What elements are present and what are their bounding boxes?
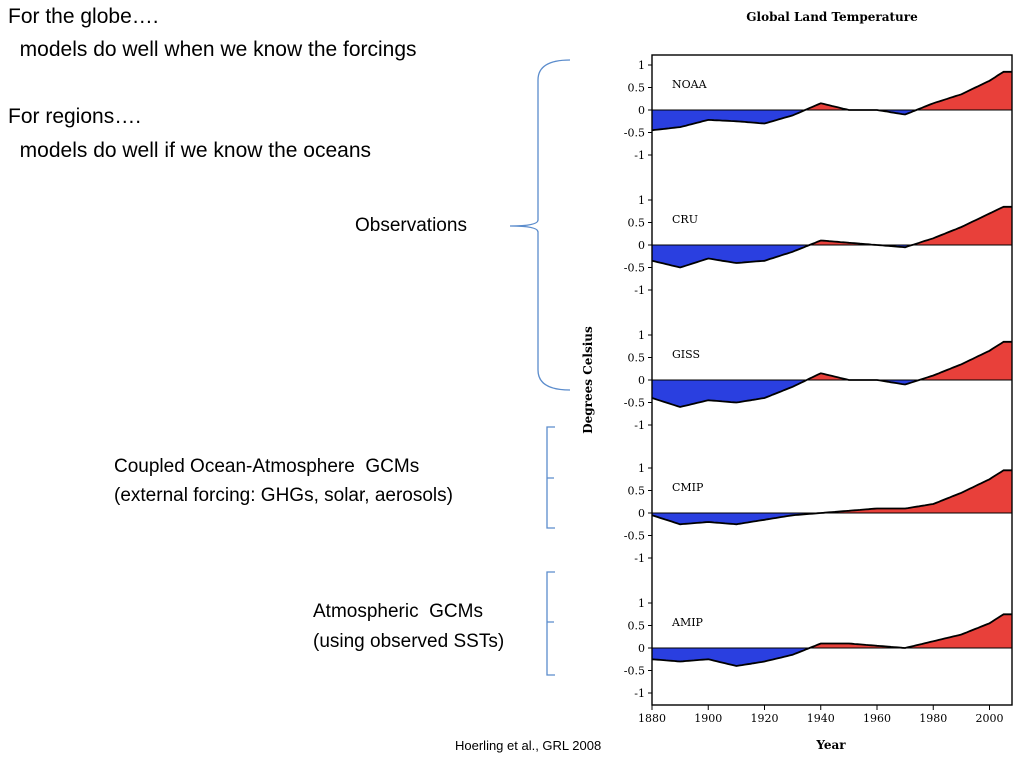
- y-tick-label: 0: [638, 507, 645, 520]
- x-axis: 1880 1900 1920 1940 1960 1980 2000: [638, 705, 1004, 725]
- y-tick-label: 0.5: [628, 620, 646, 633]
- x-tick-label: 2000: [976, 712, 1004, 725]
- y-tick-label: 0: [638, 104, 645, 117]
- panel-label-giss: GISS: [672, 348, 700, 361]
- atmospheric-gcm-sst-label: (using observed SSTs): [313, 631, 505, 652]
- area-positive-giss: [652, 341, 1012, 380]
- panel-cru: 1 0.5 0 -0.5 -1 CRU: [624, 194, 1012, 297]
- panel-label-noaa: NOAA: [672, 78, 708, 91]
- y-tick-label: -0.5: [624, 530, 645, 543]
- coupled-gcm-label: Coupled Ocean-Atmosphere GCMs: [114, 456, 420, 477]
- y-tick-label: -1: [634, 284, 645, 297]
- area-positive-noaa: [652, 71, 1012, 110]
- panel-noaa: 1 0.5 0 -0.5 -1 NOAA: [624, 59, 1012, 162]
- series-line-cmip: [651, 469, 1012, 526]
- intro-line-globe-detail: models do well when we know the forcings: [8, 38, 417, 61]
- y-tick-label: -0.5: [624, 665, 645, 678]
- area-positive-amip: [652, 614, 1012, 648]
- panel-giss: 1 0.5 0 -0.5 -1 GISS: [624, 329, 1012, 432]
- observations-bracket: [509, 59, 571, 391]
- y-tick-label: 0: [638, 239, 645, 252]
- area-negative-cru: [652, 245, 1012, 268]
- coupled-gcm-forcing-label: (external forcing: GHGs, solar, aerosols…: [114, 485, 453, 506]
- intro-line-globe: For the globe….: [8, 5, 159, 28]
- series-line-amip: [651, 613, 1012, 667]
- y-tick-label: 0: [638, 374, 645, 387]
- y-tick-label: 0.5: [628, 82, 646, 95]
- y-tick-label: -0.5: [624, 127, 645, 140]
- area-positive-cmip: [652, 470, 1012, 513]
- series-line-cru: [651, 205, 1012, 269]
- x-tick-label: 1920: [751, 712, 779, 725]
- atmospheric-gcm-label: Atmospheric GCMs: [313, 601, 483, 622]
- y-tick-label: 0.5: [628, 217, 646, 230]
- panels-group: 1 0.5 0 -0.5 -1 NOAA 1 0.5 0 -0.5 -1 CRU 1 0.5 0 -0.5 -1…: [624, 54, 1013, 706]
- y-tick-label: 0.5: [628, 352, 646, 365]
- y-tick-label: -1: [634, 687, 645, 700]
- x-tick-label: 1980: [919, 712, 947, 725]
- y-tick-label: 1: [638, 59, 645, 72]
- y-tick-label: -0.5: [624, 262, 645, 275]
- y-tick-label: -1: [634, 419, 645, 432]
- y-tick-label: 1: [638, 597, 645, 610]
- y-axis-label: Degrees Celsius: [581, 326, 595, 434]
- y-tick-label: 1: [638, 194, 645, 207]
- y-tick-label: 0.5: [628, 485, 646, 498]
- area-positive-cru: [652, 206, 1012, 245]
- area-negative-giss: [652, 380, 1012, 407]
- intro-line-regions-detail: models do well if we know the oceans: [8, 139, 372, 162]
- panel-amip: 1 0.5 0 -0.5 -1 AMIP: [624, 597, 1012, 700]
- chart-title: Global Land Temperature: [746, 10, 918, 24]
- brackets-group: [509, 59, 571, 676]
- panel-cmip: 1 0.5 0 -0.5 -1 CMIP: [624, 462, 1012, 565]
- y-tick-label: -1: [634, 149, 645, 162]
- x-tick-label: 1900: [694, 712, 722, 725]
- panel-label-amip: AMIP: [671, 616, 704, 629]
- x-axis-label: Year: [815, 738, 846, 752]
- area-negative-noaa: [652, 110, 1012, 131]
- coupled-gcm-bracket: [546, 426, 555, 529]
- x-tick-label: 1940: [807, 712, 835, 725]
- series-line-noaa: [651, 70, 1012, 132]
- y-tick-label: -0.5: [624, 397, 645, 410]
- intro-line-regions: For regions….: [8, 105, 142, 128]
- series-line-giss: [651, 340, 1012, 408]
- x-tick-label: 1960: [863, 712, 891, 725]
- area-negative-cmip: [652, 513, 1012, 525]
- y-tick-label: 1: [638, 462, 645, 475]
- area-negative-amip: [652, 648, 1012, 666]
- panel-label-cmip: CMIP: [672, 481, 704, 494]
- y-tick-label: 1: [638, 329, 645, 342]
- observations-label: Observations: [355, 215, 467, 236]
- y-tick-label: -1: [634, 552, 645, 565]
- x-tick-label: 1880: [638, 712, 666, 725]
- y-tick-label: 0: [638, 642, 645, 655]
- atmospheric-gcm-bracket: [546, 571, 555, 676]
- chart-frame: [651, 54, 1013, 706]
- panel-label-cru: CRU: [672, 213, 698, 226]
- citation: Hoerling et al., GRL 2008: [455, 738, 602, 753]
